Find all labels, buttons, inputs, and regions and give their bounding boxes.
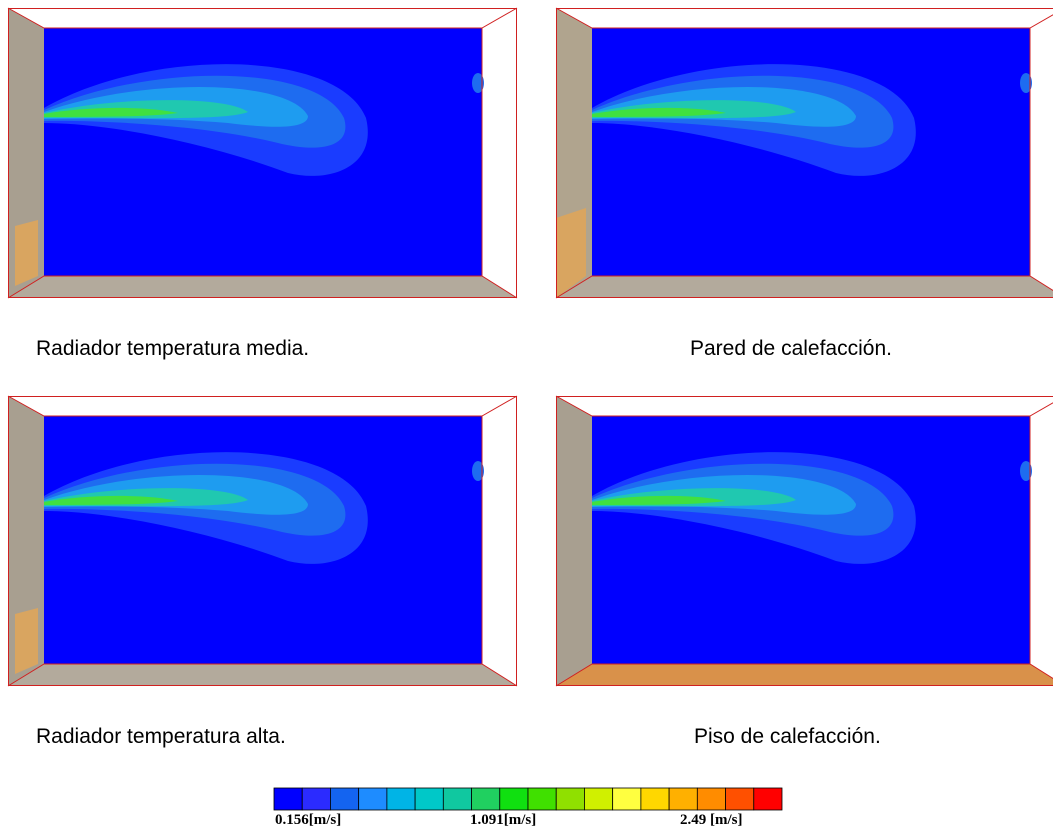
- outlet: [1020, 73, 1032, 93]
- velocity-contour: [592, 107, 726, 117]
- frame-edge: [7, 7, 518, 29]
- caption: Radiador temperatura media.: [36, 337, 310, 360]
- velocity-contour: [44, 495, 178, 505]
- velocity-contour: [44, 107, 178, 117]
- radiator: [15, 220, 38, 286]
- room-view: [7, 7, 518, 299]
- frame-edge: [555, 395, 1053, 417]
- frame: [8, 8, 517, 298]
- frame: [8, 396, 517, 686]
- outlet: [472, 73, 484, 93]
- caption: Piso de calefacción.: [694, 725, 881, 748]
- room-view: [555, 7, 1053, 299]
- legend-swatch: [471, 787, 501, 811]
- frame-edge: [555, 275, 1053, 299]
- legend-swatch: [753, 787, 783, 811]
- room-view: [555, 395, 1053, 687]
- outlet: [1020, 461, 1032, 481]
- frame: [556, 396, 1053, 686]
- legend-swatch: [301, 787, 331, 811]
- legend-swatch: [499, 787, 529, 811]
- frame-edge: [555, 7, 1053, 29]
- legend-swatch: [725, 787, 755, 811]
- legend-swatch: [273, 787, 303, 811]
- heated-wall: [556, 208, 586, 298]
- caption: Radiador temperatura alta.: [36, 725, 286, 748]
- legend-swatch: [640, 787, 670, 811]
- legend-swatch: [386, 787, 416, 811]
- frame-edge: [7, 395, 518, 417]
- frame-edge: [7, 275, 518, 299]
- legend-swatch: [612, 787, 642, 811]
- legend-swatch: [330, 787, 360, 811]
- legend-swatch: [358, 787, 388, 811]
- outlet: [472, 461, 484, 481]
- legend-swatch: [555, 787, 585, 811]
- floor: [556, 276, 1053, 298]
- legend-label: 2.49 [m/s]: [680, 812, 743, 828]
- room-view: [7, 395, 518, 687]
- legend-label: 0.156[m/s]: [275, 812, 342, 828]
- radiator: [15, 608, 38, 674]
- legend-swatch: [584, 787, 614, 811]
- left-wall: [556, 396, 592, 686]
- frame-edge: [555, 663, 1053, 687]
- legend-swatch: [527, 787, 557, 811]
- caption: Pared de calefacción.: [690, 337, 892, 360]
- legend-swatch: [696, 787, 726, 811]
- legend-swatch: [414, 787, 444, 811]
- floor: [556, 664, 1053, 686]
- legend-label: 1.091[m/s]: [470, 812, 537, 828]
- frame: [556, 8, 1053, 298]
- legend-swatch: [442, 787, 472, 811]
- floor: [8, 276, 517, 298]
- legend-swatch: [668, 787, 698, 811]
- frame-edge: [7, 663, 518, 687]
- floor: [8, 664, 517, 686]
- velocity-contour: [592, 495, 726, 505]
